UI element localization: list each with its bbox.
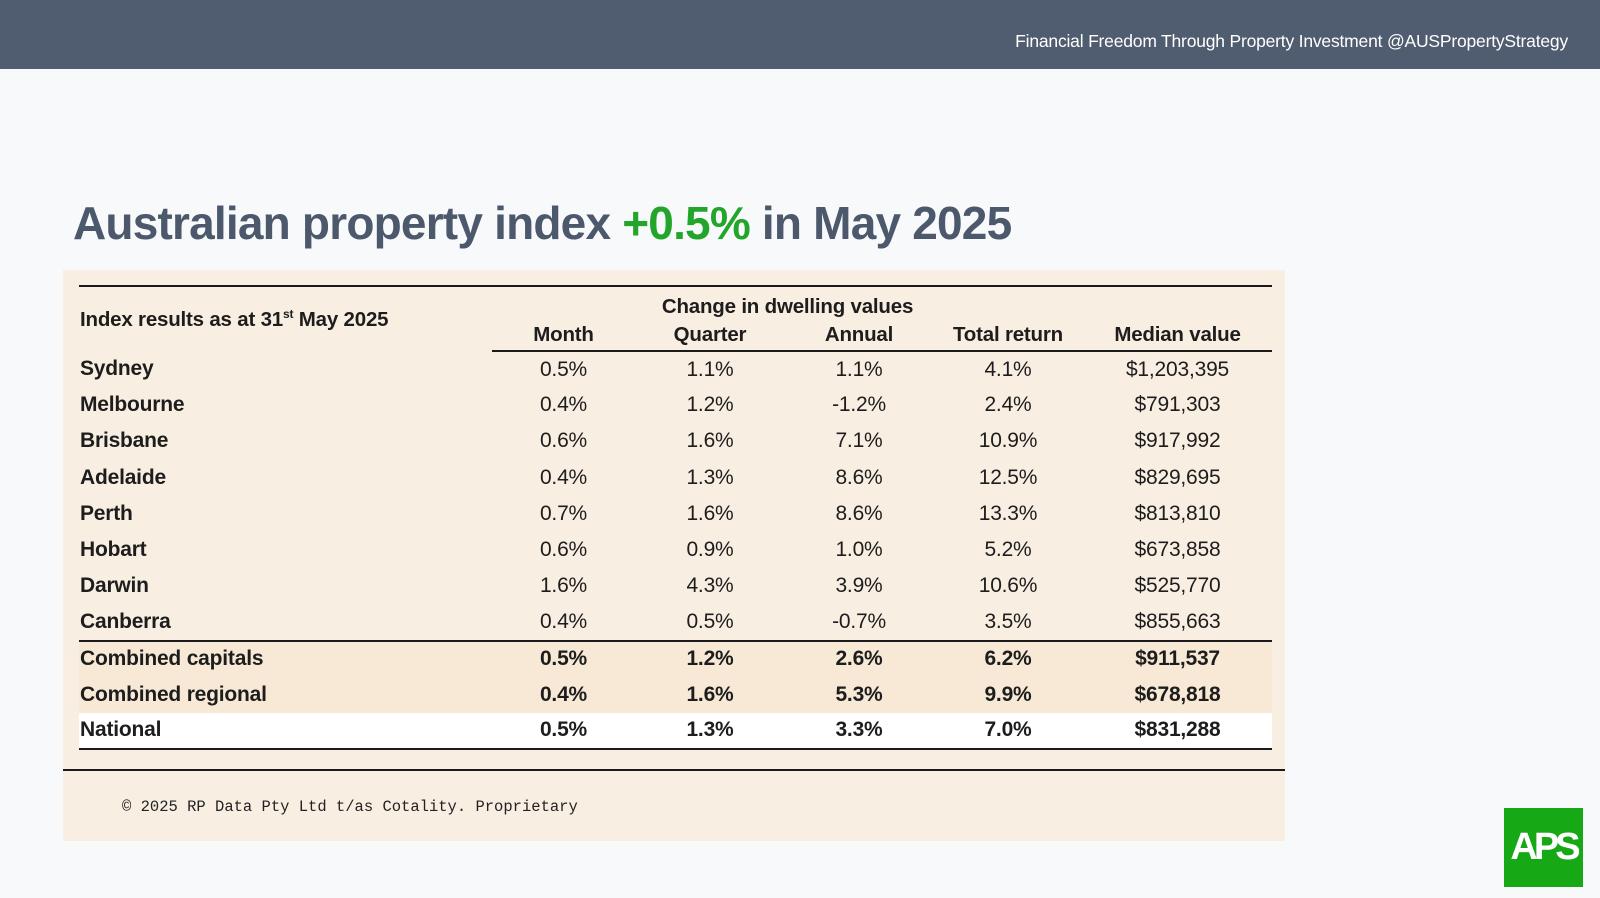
group-header: Change in dwelling values — [492, 285, 1083, 321]
cell-median: $813,810 — [1134, 501, 1221, 525]
page-title: Australian property index +0.5% in May 2… — [73, 196, 1012, 250]
table-row: Sydney 0.5% 1.1% 1.1% 4.1% $1,203,395 — [79, 351, 1272, 387]
cell-annual: -0.7% — [832, 609, 886, 633]
cell-total: 13.3% — [978, 501, 1038, 525]
cell-annual: 2.6% — [785, 639, 933, 677]
table-row: Brisbane 0.6% 1.6% 7.1% 10.9% $917,992 — [79, 423, 1272, 459]
cell-annual: 5.3% — [785, 676, 933, 713]
row-label: Combined capitals — [79, 639, 492, 677]
cell-median: $855,663 — [1134, 609, 1221, 633]
cell-quarter: 0.5% — [686, 609, 734, 633]
cell-quarter: 1.6% — [686, 501, 734, 525]
header-tagline: Financial Freedom Through Property Inves… — [1015, 31, 1568, 51]
row-label: Brisbane — [80, 429, 169, 453]
cell-median: $525,770 — [1134, 574, 1221, 598]
header-bar: Financial Freedom Through Property Inves… — [0, 0, 1600, 69]
cell-month: 0.5% — [492, 712, 635, 751]
table-row: Hobart 0.6% 0.9% 1.0% 5.2% $673,858 — [79, 532, 1272, 568]
cell-median: $831,288 — [1083, 712, 1272, 751]
cell-total: 7.0% — [933, 712, 1083, 751]
cell-quarter: 1.6% — [635, 676, 785, 713]
cell-month: 0.6% — [539, 429, 588, 453]
cell-annual: 3.9% — [835, 574, 883, 598]
cell-annual: 8.6% — [835, 465, 883, 489]
cell-annual: 7.1% — [835, 429, 883, 453]
cell-total: 5.2% — [984, 538, 1032, 562]
cell-month: 1.6% — [539, 574, 588, 598]
national-row: National 0.5% 1.3% 3.3% 7.0% $831,288 — [79, 712, 1272, 751]
data-panel: Index results as at 31st May 2025 Change… — [63, 270, 1285, 841]
aps-logo: APS — [1504, 808, 1583, 887]
cell-total: 3.5% — [984, 609, 1032, 633]
cell-month: 0.4% — [492, 676, 635, 713]
cell-month: 0.7% — [539, 501, 588, 525]
cell-median: $791,303 — [1134, 393, 1221, 417]
cell-annual: 1.1% — [835, 357, 883, 381]
cell-annual: 1.0% — [835, 538, 883, 562]
cell-annual: -1.2% — [832, 393, 886, 417]
cell-quarter: 1.3% — [686, 465, 734, 489]
cell-quarter: 0.9% — [686, 538, 734, 562]
cell-quarter: 1.6% — [686, 429, 734, 453]
cell-annual: 8.6% — [835, 501, 883, 525]
cell-total: 6.2% — [933, 639, 1083, 677]
index-label: Index results as at 31st May 2025 — [79, 285, 492, 351]
col-annual: Annual — [785, 321, 933, 352]
bottom-divider — [63, 769, 1285, 771]
summary-row: Combined capitals 0.5% 1.2% 2.6% 6.2% $911,53… — [79, 639, 1272, 677]
col-total-return: Total return — [933, 321, 1083, 352]
cell-month: 0.4% — [539, 609, 588, 633]
cell-annual: 3.3% — [785, 712, 933, 751]
cell-median: $678,818 — [1083, 676, 1272, 713]
cell-quarter: 4.3% — [686, 574, 734, 598]
cell-median: $917,992 — [1134, 429, 1221, 453]
col-median-value: Median value — [1083, 321, 1272, 352]
cell-month: 0.4% — [539, 465, 588, 489]
cell-quarter: 1.1% — [686, 357, 734, 381]
title-accent: +0.5% — [622, 197, 751, 249]
cell-median: $1,203,395 — [1125, 357, 1230, 381]
cell-total: 10.9% — [978, 429, 1038, 453]
row-label: Darwin — [80, 574, 149, 598]
cell-total: 4.1% — [984, 357, 1032, 381]
cell-month: 0.5% — [539, 357, 588, 381]
index-results-table: Index results as at 31st May 2025 Change… — [79, 285, 1272, 751]
row-label: Melbourne — [80, 393, 185, 417]
cell-median: $673,858 — [1134, 538, 1221, 562]
cell-total: 2.4% — [984, 393, 1032, 417]
cell-total: 12.5% — [978, 465, 1038, 489]
table-row: Melbourne 0.4% 1.2% -1.2% 2.4% $791,303 — [79, 387, 1272, 423]
col-month: Month — [492, 321, 635, 352]
col-quarter: Quarter — [635, 321, 785, 352]
cell-median: $911,537 — [1083, 639, 1272, 677]
table-body: Sydney 0.5% 1.1% 1.1% 4.1% $1,203,395 Melbourn… — [79, 351, 1272, 751]
cell-month: 0.6% — [539, 538, 588, 562]
summary-row: Combined regional 0.4% 1.6% 5.3% 9.9% $678,81… — [79, 676, 1272, 713]
table-row: Adelaide 0.4% 1.3% 8.6% 12.5% $829,695 — [79, 460, 1272, 496]
table-row: Perth 0.7% 1.6% 8.6% 13.3% $813,810 — [79, 496, 1272, 532]
group-header-spacer — [1083, 285, 1272, 321]
copyright-text: © 2025 RP Data Pty Ltd t/as Cotality. Pr… — [122, 798, 578, 816]
cell-month: 0.4% — [539, 393, 588, 417]
row-label: Adelaide — [80, 465, 166, 489]
cell-quarter: 1.2% — [635, 639, 785, 677]
cell-total: 10.6% — [978, 574, 1038, 598]
cell-quarter: 1.2% — [686, 393, 734, 417]
row-label: Sydney — [80, 357, 154, 381]
row-label: Hobart — [80, 538, 147, 562]
table-row: Darwin 1.6% 4.3% 3.9% 10.6% $525,770 — [79, 568, 1272, 604]
cell-month: 0.5% — [492, 639, 635, 677]
title-suffix: in May 2025 — [749, 197, 1012, 249]
row-label: Canberra — [80, 609, 171, 633]
row-label: Perth — [80, 501, 133, 525]
row-label: National — [79, 712, 492, 751]
cell-median: $829,695 — [1134, 465, 1221, 489]
cell-quarter: 1.3% — [635, 712, 785, 751]
title-prefix: Australian property index — [73, 197, 623, 249]
table-row: Canberra 0.4% 0.5% -0.7% 3.5% $855,663 — [79, 604, 1272, 640]
row-label: Combined regional — [79, 676, 492, 713]
cell-total: 9.9% — [933, 676, 1083, 713]
table-wrap: Index results as at 31st May 2025 Change… — [79, 285, 1272, 751]
